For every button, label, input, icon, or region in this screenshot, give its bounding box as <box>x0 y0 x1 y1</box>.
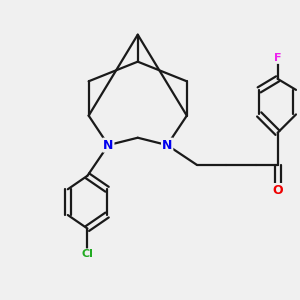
Text: F: F <box>274 53 281 63</box>
Text: N: N <box>103 139 113 152</box>
Text: O: O <box>272 184 283 197</box>
Text: N: N <box>162 139 172 152</box>
Text: Cl: Cl <box>82 249 93 259</box>
